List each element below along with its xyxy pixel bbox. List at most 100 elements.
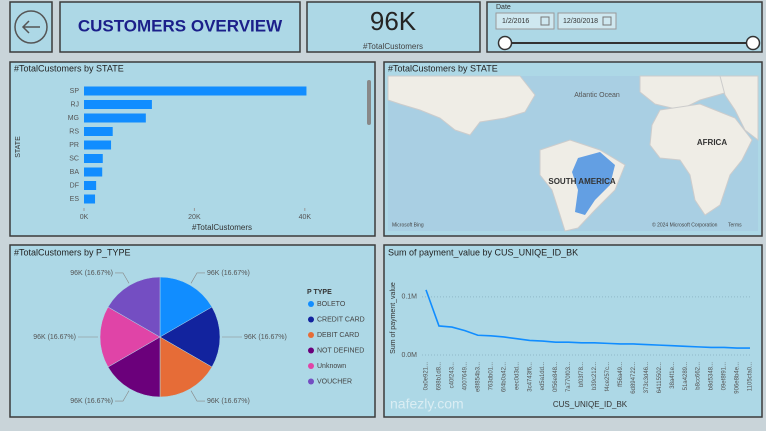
calendar-icon[interactable]: [540, 16, 550, 26]
chart-title: #TotalCustomers by P_TYPE: [14, 247, 131, 257]
leader-line: [115, 390, 130, 402]
x-tick-label: b8cc662...: [696, 362, 702, 390]
x-tick-label: 20K: [188, 214, 201, 221]
x-tick-label: 373c3d46...: [644, 362, 650, 394]
asia: [719, 75, 759, 142]
x-tick-label: bf03f78...: [579, 362, 585, 387]
legend-label: NOT DEFINED: [317, 347, 364, 354]
y-tick-label: RJ: [70, 101, 79, 108]
legend-label: VOUCHER: [317, 378, 352, 385]
card-value: 96K: [370, 6, 417, 36]
back-button[interactable]: [14, 10, 48, 44]
chart-title: Sum of payment_value by CUS_UNIQE_ID_BK: [388, 247, 578, 257]
data-label: 96K (16.67%): [70, 398, 113, 405]
legend-marker: [308, 332, 314, 338]
x-tick-label: 6f4b0a42...: [501, 362, 507, 392]
card-panel: [306, 1, 481, 53]
x-tick-label: 0f56e848...: [553, 362, 559, 392]
x-tick-label: 51a4289...: [683, 362, 689, 391]
line: [425, 289, 750, 349]
slicer-label: Date: [496, 4, 511, 11]
chart-title: #TotalCustomers by STATE: [14, 63, 124, 73]
chart-title: #TotalCustomers by STATE: [388, 63, 498, 73]
end-date-box[interactable]: [557, 12, 617, 30]
bar: [84, 194, 96, 204]
dashboard-title: CUSTOMERS OVERVIEW: [78, 16, 283, 35]
x-tick-label: 1105cfa0...: [748, 362, 754, 392]
x-tick-label: b8d5348...: [709, 362, 715, 391]
bar: [84, 113, 146, 123]
x-tick-label: 6d894722...: [631, 362, 637, 394]
legend-marker: [308, 363, 314, 369]
leader-line: [190, 390, 205, 402]
y-tick-label: DF: [70, 182, 79, 189]
pie-slice: [159, 276, 213, 338]
pie-slice: [107, 276, 161, 338]
x-tick-label: 7a770f03...: [566, 362, 572, 392]
data-label: 96K (16.67%): [33, 334, 76, 341]
y-tick-label: 0.0M: [401, 352, 417, 359]
x-tick-label: 38a4f1e...: [670, 362, 676, 389]
x-axis-label: #TotalCustomers: [192, 223, 252, 232]
leader-line: [115, 272, 130, 284]
charts: #TotalCustomers by STATE 0K 20K 40K SP RJ MG RS…: [14, 63, 754, 409]
bar: [84, 86, 307, 96]
start-date[interactable]: 1/2/2016: [502, 18, 529, 25]
north-america: [387, 75, 536, 136]
legend-marker: [308, 347, 314, 354]
y-axis-label: STATE: [15, 136, 22, 158]
x-tick-label: 09ef8f91...: [722, 362, 728, 391]
back-circle[interactable]: [14, 10, 48, 44]
legend-label: Unknown: [317, 363, 346, 370]
x-tick-label: ed5a1dd...: [540, 362, 546, 391]
slider-handle[interactable]: [745, 35, 761, 51]
x-tick-label: 4007649...: [462, 362, 468, 391]
end-date[interactable]: 12/30/2018: [563, 18, 598, 25]
pie-slice: [159, 306, 221, 368]
slider-handle[interactable]: [497, 35, 513, 51]
y-tick-label: 0.1M: [401, 294, 417, 301]
legend-label: CREDIT CARD: [317, 316, 365, 323]
x-tick-label: ff56a49...: [618, 362, 624, 387]
bar: [84, 167, 103, 177]
scrollbar[interactable]: [367, 80, 371, 125]
x-tick-label: 763db01...: [488, 362, 494, 391]
y-tick-label: SC: [69, 155, 79, 162]
legend-marker: [308, 301, 314, 307]
map-terms[interactable]: Terms: [728, 222, 742, 228]
line-panel: [383, 244, 763, 418]
x-tick-label: 698b1d8...: [437, 362, 443, 391]
x-tick-label: 40K: [299, 214, 312, 221]
bar: [84, 100, 152, 109]
calendar-icon[interactable]: [602, 16, 612, 26]
map: Atlantic Ocean AFRICA SOUTH AMERICA Micr…: [387, 75, 759, 232]
bar: [84, 154, 103, 163]
title-panel: [59, 1, 301, 53]
x-tick-label: 906e8b4e...: [735, 362, 741, 394]
x-tick-label: 0a0e921...: [424, 362, 430, 391]
y-axis-label: Sum of payment_value: [390, 282, 397, 354]
legend-marker: [308, 316, 314, 323]
watermark: nafezly.com: [390, 396, 464, 412]
map-credit: © 2024 Microsoft Corporation: [652, 221, 718, 228]
continent-label: SOUTH AMERICA: [548, 177, 615, 186]
legend-label: DEBIT CARD: [317, 332, 359, 339]
card-label: #TotalCustomers: [363, 42, 423, 51]
y-tick-label: RS: [69, 128, 79, 135]
x-tick-label: 0K: [80, 214, 89, 221]
x-tick-label: e8f854b3...: [475, 362, 481, 392]
ocean-label: Atlantic Ocean: [574, 92, 620, 99]
data-label: 96K (16.67%): [70, 270, 113, 277]
back-arrow[interactable]: [21, 20, 40, 34]
start-date-box[interactable]: [495, 12, 555, 30]
legend-title: P TYPE: [307, 289, 332, 296]
y-tick-label: BA: [70, 169, 80, 176]
x-axis-label: CUS_UNIQE_ID_BK: [553, 400, 628, 409]
x-tick-label: 3c4743f6...: [527, 362, 533, 392]
x-tick-label: f4ce257c...: [605, 362, 611, 392]
pie-slice: [107, 336, 161, 398]
x-tick-label: eec0d3d...: [514, 362, 520, 390]
map-brand: Microsoft Bing: [392, 222, 424, 228]
leader-line: [190, 272, 205, 284]
